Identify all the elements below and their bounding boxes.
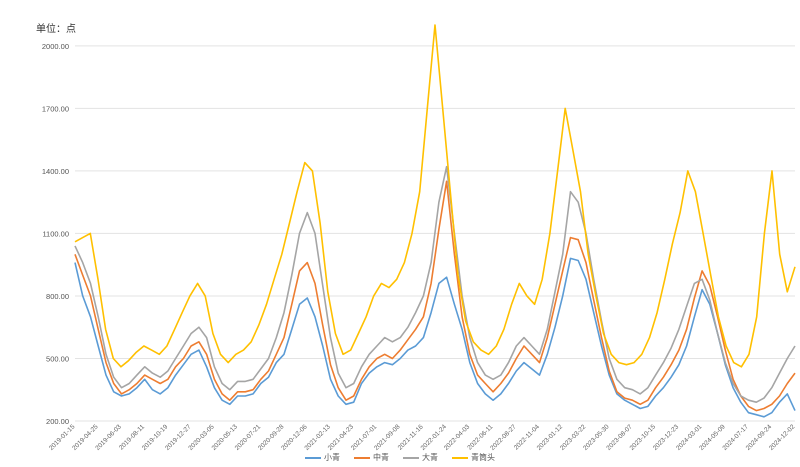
legend-item: 小青 — [305, 452, 340, 463]
legend-item: 中青 — [354, 452, 389, 463]
series-line — [74, 165, 796, 404]
series-line — [74, 180, 796, 412]
y-tick-label: 2000.00 — [42, 42, 69, 51]
legend: 小青 中青 大青 青筒头 — [0, 452, 800, 463]
legend-label: 青筒头 — [471, 453, 495, 462]
y-axis-ticks: 200.00 500.00 800.00 1100.00 1400.00 1700.00 2… — [42, 42, 69, 426]
y-tick-label: 1400.00 — [42, 167, 69, 176]
y-tick-label: 1100.00 — [42, 229, 69, 238]
y-tick-label: 200.00 — [46, 417, 69, 426]
legend-label: 中青 — [373, 453, 389, 462]
series-lines — [74, 24, 796, 418]
y-tick-label: 1700.00 — [42, 104, 69, 113]
legend-label: 大青 — [422, 453, 438, 462]
legend-label: 小青 — [324, 453, 340, 462]
series-line — [74, 257, 796, 418]
legend-swatch — [305, 456, 321, 459]
legend-swatch — [403, 456, 419, 459]
legend-item: 青筒头 — [452, 452, 495, 463]
y-tick-label: 500.00 — [46, 354, 69, 363]
unit-label: 单位：点 — [36, 24, 76, 35]
legend-swatch — [452, 456, 468, 459]
series-line — [74, 24, 796, 368]
legend-item: 大青 — [403, 452, 438, 463]
x-axis-ticks: 2019-01-152019-04-252019-06-032019-08-11… — [48, 423, 797, 452]
legend-swatch — [354, 456, 370, 459]
y-tick-label: 800.00 — [46, 292, 69, 301]
